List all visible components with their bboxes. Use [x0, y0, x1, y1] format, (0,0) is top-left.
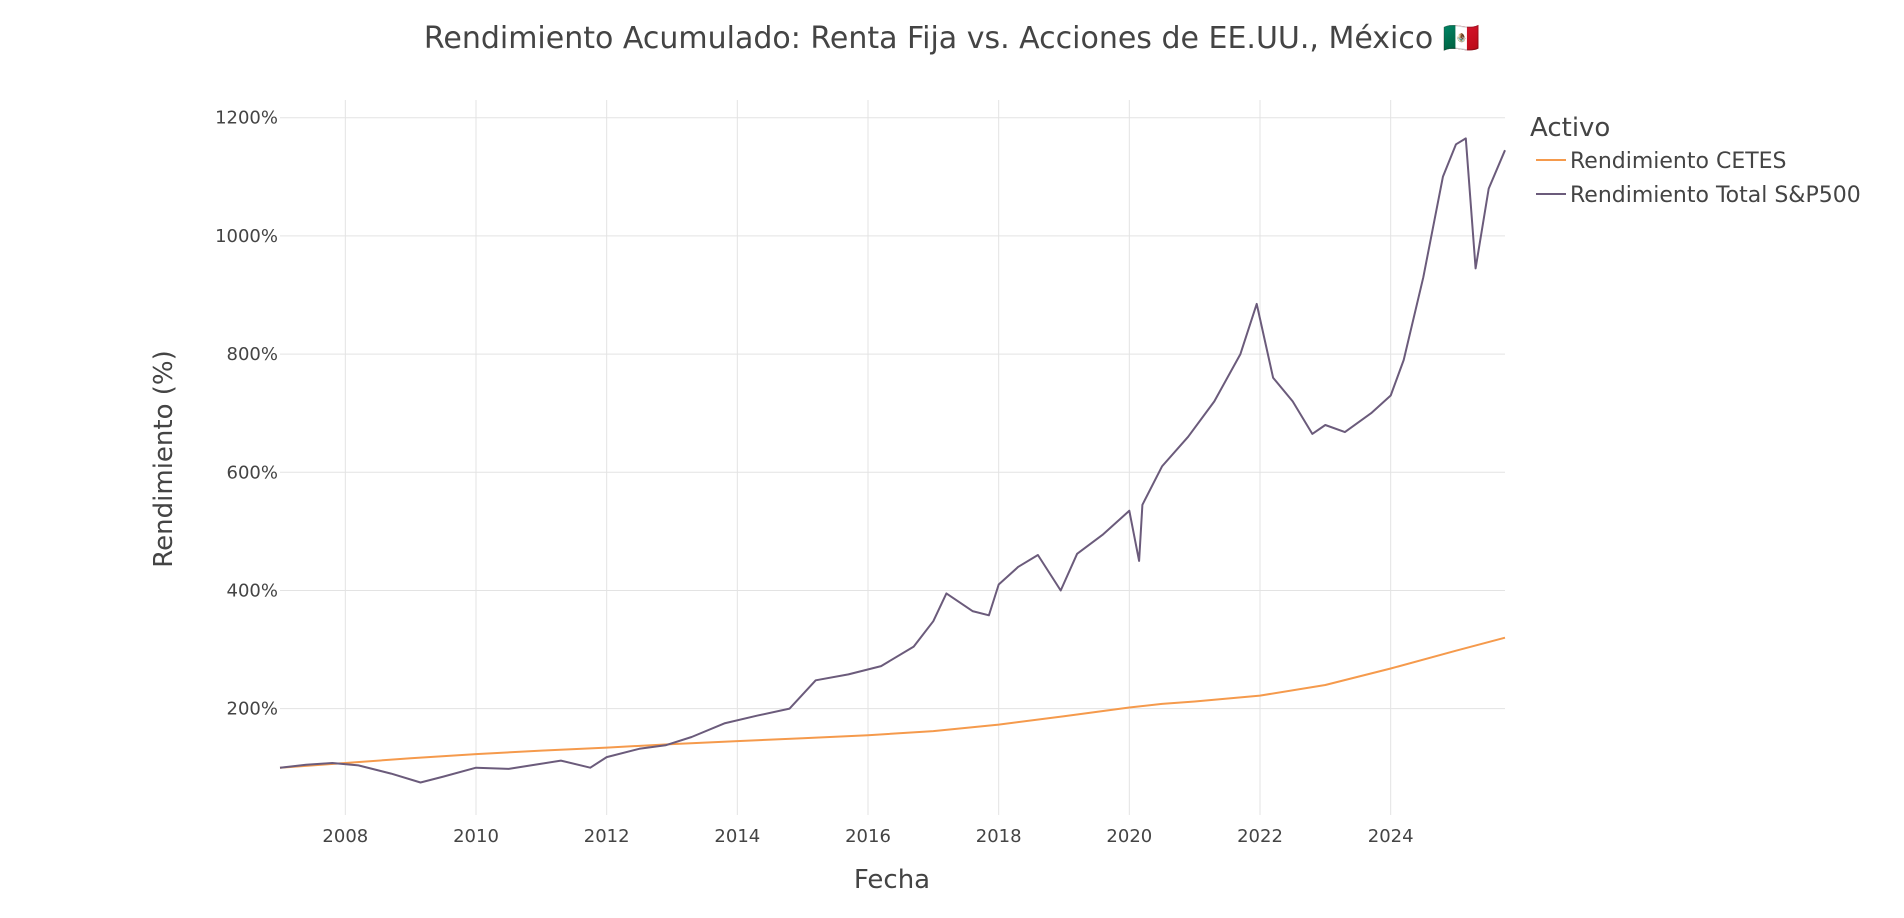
- y-axis-ticks: 200% 400% 600% 800% 1000% 1200%: [215, 108, 278, 720]
- x-tick-label: 2016: [845, 826, 891, 847]
- x-tick-label: 2012: [584, 826, 630, 847]
- x-tick-label: 2010: [453, 826, 499, 847]
- grid: [280, 100, 1505, 815]
- y-tick-label: 1200%: [215, 108, 278, 129]
- y-tick-label: 200%: [227, 699, 278, 720]
- x-tick-label: 2014: [714, 826, 760, 847]
- x-axis-title: Fecha: [854, 865, 930, 895]
- x-axis-ticks: 2008 2010 2012 2014 2016 2018 2020 2022 2024: [322, 826, 1413, 847]
- x-tick-label: 2018: [976, 826, 1022, 847]
- series-line-cetes: [279, 636, 1506, 769]
- y-tick-label: 1000%: [215, 226, 278, 247]
- y-tick-label: 400%: [227, 580, 278, 601]
- chart-title: Rendimiento Acumulado: Renta Fija vs. Ac…: [424, 21, 1480, 56]
- x-tick-label: 2020: [1106, 826, 1152, 847]
- legend-entry-label: Rendimiento Total S&P500: [1570, 183, 1861, 208]
- y-tick-label: 800%: [227, 344, 278, 365]
- x-tick-label: 2022: [1237, 826, 1283, 847]
- legend: Activo Rendimiento CETES Rendimiento Tota…: [1530, 113, 1861, 208]
- plot-series: [279, 137, 1506, 784]
- legend-entry-label: Rendimiento CETES: [1570, 149, 1787, 174]
- x-tick-label: 2008: [322, 826, 368, 847]
- series-line-sp500: [279, 137, 1506, 784]
- legend-title: Activo: [1530, 113, 1610, 143]
- y-tick-label: 600%: [227, 462, 278, 483]
- x-tick-label: 2024: [1368, 826, 1414, 847]
- y-axis-title: Rendimiento (%): [149, 350, 179, 567]
